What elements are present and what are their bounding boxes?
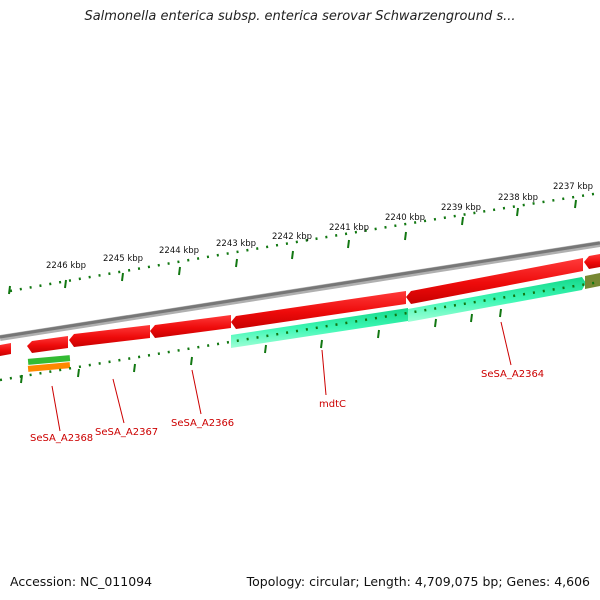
reverse-strand-genes [27, 273, 600, 372]
gene-arrow[interactable] [27, 336, 68, 353]
ruler-label: 2246 kbp [46, 261, 86, 271]
small-feature[interactable] [27, 362, 71, 372]
ruler-label: 2243 kbp [216, 239, 256, 249]
gene-label[interactable]: mdtC [319, 399, 346, 410]
gene-arrow[interactable] [584, 254, 600, 269]
ruler-label: 2237 kbp [553, 182, 593, 192]
gene-arrow[interactable] [231, 308, 408, 348]
small-feature[interactable] [27, 355, 71, 365]
gene-arrow[interactable] [585, 273, 600, 289]
ruler-label: 2241 kbp [329, 223, 369, 233]
gene-arrow[interactable] [231, 291, 406, 329]
gene-arrow[interactable] [408, 277, 586, 322]
gene-label[interactable]: SeSA_A2364 [481, 369, 544, 380]
ruler-label: 2240 kbp [385, 213, 425, 223]
gene-label[interactable]: SeSA_A2367 [95, 427, 158, 438]
gene-arrow[interactable] [0, 343, 11, 356]
gene-label[interactable]: SeSA_A2366 [171, 418, 234, 429]
ruler-label: 2244 kbp [159, 246, 199, 256]
forward-strand-genes [0, 254, 600, 356]
map-title: Salmonella enterica subsp. enterica sero… [84, 9, 516, 24]
gene-arrow[interactable] [406, 258, 583, 304]
gene-label[interactable]: SeSA_A2368 [30, 433, 93, 444]
ruler-label: 2238 kbp [498, 193, 538, 203]
ruler-label: 2242 kbp [272, 232, 312, 242]
gene-arrow[interactable] [150, 315, 231, 338]
ruler-label: 2239 kbp [441, 203, 481, 213]
gene-arrow[interactable] [69, 325, 150, 347]
ruler-label: 2245 kbp [103, 254, 143, 264]
accession-label: Accession: NC_011094 [10, 574, 153, 589]
genome-stats-label: Topology: circular; Length: 4,709,075 bp… [246, 574, 590, 589]
